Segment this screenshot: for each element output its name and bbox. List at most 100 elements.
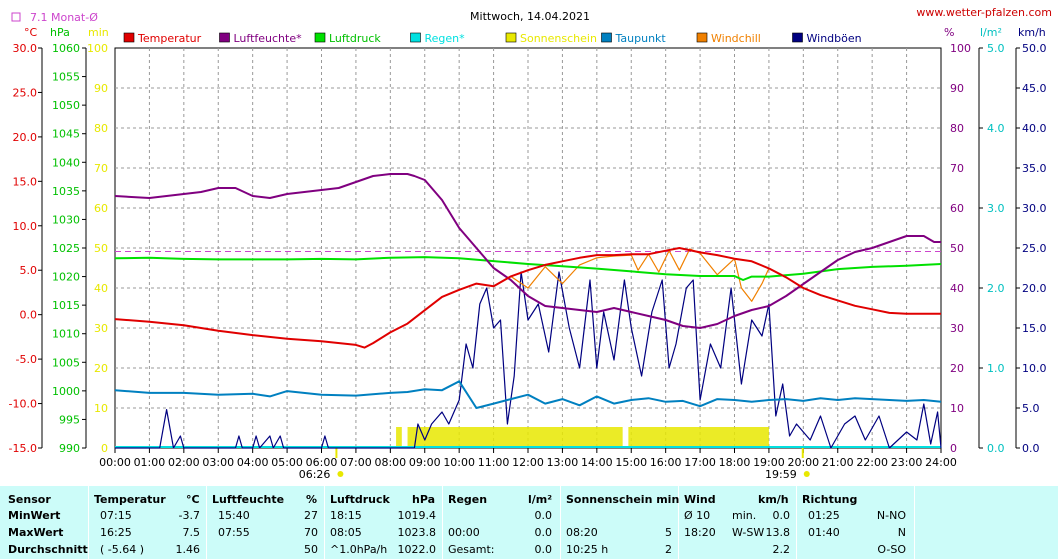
hdr-hum-unit: % (306, 493, 318, 506)
x-tick-label: 10:00 (443, 456, 475, 469)
legend-swatch (601, 32, 612, 43)
sunset-sun-icon (803, 471, 810, 477)
temp-tick-label: -10.0 (9, 398, 37, 411)
sunrise-label: 06:26 (299, 468, 331, 481)
stats-w-label: Ø 10 (684, 509, 711, 522)
wind-tick-label: 20.0 (1022, 282, 1047, 295)
stats-w-val: 2.2 (772, 543, 791, 556)
sunshine-band (628, 427, 769, 448)
humidity-line (114, 173, 941, 329)
x-tick-label: 22:00 (856, 456, 888, 469)
stats-s-val: 2 (665, 543, 672, 556)
stats-label: MinWert (8, 509, 61, 522)
stats-h-val: 27 (304, 509, 318, 522)
humidity-tick-label: 90 (950, 82, 964, 95)
legend-label: Luftdruck (329, 32, 381, 45)
stats-w-val: 13.8 (765, 526, 791, 539)
stats-h-val: 50 (304, 543, 318, 556)
rain-unit: l/m² (980, 26, 1002, 39)
pressure-tick-label: 1025 (52, 242, 80, 255)
x-tick-label: 06:00 (306, 456, 338, 469)
pressure-tick-label: 1055 (52, 71, 80, 84)
stats-p-time: 18:15 (330, 509, 362, 522)
sun-tick-label: 40 (94, 282, 108, 295)
stats-h-val: 70 (304, 526, 318, 539)
legend-label: Temperatur (137, 32, 202, 45)
stats-t-val: 1.46 (175, 543, 201, 556)
stats-d-val: O-SO (877, 543, 906, 556)
temp-unit: °C (24, 26, 38, 39)
weather-chart: Mittwoch, 14.04.2021 www.wetter-pfalzen.… (8, 6, 1052, 481)
x-tick-label: 24:00 (925, 456, 957, 469)
stats-p-time: ^1.0hPa/h (330, 543, 388, 556)
stats-t-time: 16:25 (100, 526, 132, 539)
sun-tick-label: 70 (94, 162, 108, 175)
x-tick-label: 00:00 (99, 456, 131, 469)
legend-label: Sonnenschein (520, 32, 597, 45)
pressure-tick-label: 990 (59, 442, 80, 455)
stats-w-sub: min. (732, 509, 757, 522)
stats-r-time: Gesamt: (448, 543, 495, 556)
legend-swatch (219, 32, 230, 43)
temp-tick-label: -5.0 (16, 353, 37, 366)
stats-h-time: 07:55 (218, 526, 250, 539)
legend-swatch (123, 32, 135, 43)
chart-series (114, 173, 942, 449)
rain-tick-label: 5.0 (987, 42, 1005, 55)
stats-s-val: 5 (665, 526, 672, 539)
sunset-label: 19:59 (765, 468, 797, 481)
hdr-wind: Wind (684, 493, 716, 506)
x-tick-label: 07:00 (340, 456, 372, 469)
temperature-line (114, 247, 941, 349)
pressure-line (114, 256, 942, 281)
pressure-tick-label: 995 (59, 413, 80, 426)
temp-tick-label: -15.0 (9, 442, 37, 455)
site-link[interactable]: www.wetter-pfalzen.com (916, 6, 1052, 19)
stats-s-time: 08:20 (566, 526, 598, 539)
wind-tick-label: 15.0 (1022, 322, 1047, 335)
wind-tick-label: 45.0 (1022, 82, 1047, 95)
x-tick-label: 15:00 (615, 456, 647, 469)
rain-tick-label: 4.0 (987, 122, 1005, 135)
stats-w-val: 0.0 (772, 509, 791, 522)
stats-divider (324, 486, 325, 559)
sun-tick-label: 50 (94, 242, 108, 255)
legend-swatch (505, 32, 517, 43)
pressure-tick-label: 1015 (52, 299, 80, 312)
legend-swatch (410, 32, 421, 43)
stats-r-val: 0.0 (534, 526, 553, 539)
pressure-tick-label: 1060 (52, 42, 80, 55)
stats-r-time: 00:00 (448, 526, 480, 539)
stats-divider (796, 486, 797, 559)
stats-d-val: N-NO (876, 509, 906, 522)
x-tick-label: 02:00 (168, 456, 200, 469)
x-tick-label: 04:00 (237, 456, 269, 469)
pressure-unit: hPa (50, 26, 70, 39)
pressure-tick-label: 1050 (52, 99, 80, 112)
humidity-tick-label: 60 (950, 202, 964, 215)
x-tick-label: 11:00 (478, 456, 510, 469)
sun-tick-label: 80 (94, 122, 108, 135)
stats-p-val: 1023.8 (397, 526, 437, 539)
humidity-tick-label: 0 (950, 442, 957, 455)
hdr-sensor: Sensor (8, 493, 51, 506)
temp-tick-label: 20.0 (13, 131, 38, 144)
x-tick-label: 14:00 (581, 456, 613, 469)
hdr-rain-unit: l/m² (528, 493, 553, 506)
temp-tick-label: 0.0 (20, 309, 38, 322)
humidity-tick-label: 50 (950, 242, 964, 255)
humidity-tick-label: 40 (950, 282, 964, 295)
sun-tick-label: 20 (94, 362, 108, 375)
temp-tick-label: 25.0 (13, 86, 38, 99)
x-tick-label: 23:00 (891, 456, 923, 469)
stats-t-val: -3.7 (178, 509, 200, 522)
sunrise-sun-icon (337, 471, 344, 477)
month-avg-icon (11, 12, 21, 22)
x-tick-label: 12:00 (512, 456, 544, 469)
legend-label: Regen* (425, 32, 466, 45)
x-tick-label: 05:00 (271, 456, 303, 469)
humidity-tick-label: 80 (950, 122, 964, 135)
sun-tick-label: 30 (94, 322, 108, 335)
sunshine-band (396, 427, 402, 448)
wind-unit: km/h (1018, 26, 1046, 39)
